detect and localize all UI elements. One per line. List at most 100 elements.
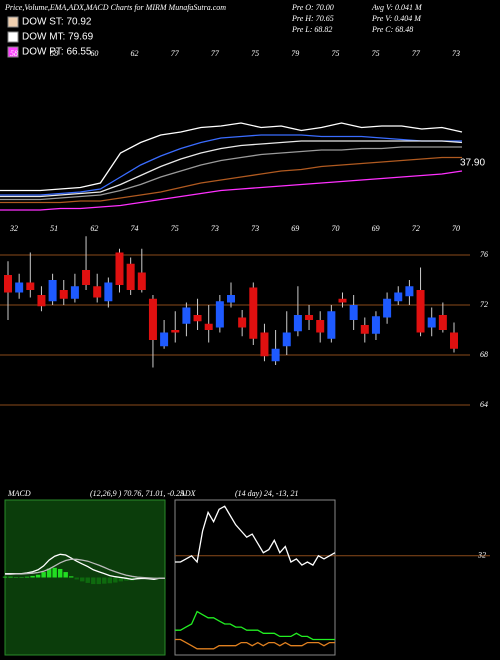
date-label: 69 <box>291 224 299 233</box>
date-label: 62 <box>90 224 98 233</box>
date-label: 32 <box>9 224 18 233</box>
panel-title: MACD <box>7 489 31 498</box>
adx-line <box>175 638 335 650</box>
date-label: 77 <box>171 49 180 58</box>
histogram-bar <box>46 568 52 578</box>
date-label: 79 <box>291 49 299 58</box>
histogram-bar <box>63 572 68 578</box>
candle-body <box>394 292 403 302</box>
candle-body <box>405 286 414 297</box>
date-label: 72 <box>412 224 420 233</box>
line-series <box>0 122 463 192</box>
date-label: 58 <box>50 49 58 58</box>
histogram-bar <box>124 577 129 581</box>
info-text: Pre O: 70.00 <box>291 3 334 12</box>
y-tick-label: 68 <box>480 350 488 359</box>
candle-body <box>15 282 24 293</box>
candle-body <box>438 315 447 330</box>
legend-label: DOW PT: 66.55 <box>22 47 92 58</box>
candle-body <box>37 295 46 307</box>
panel-subtitle: (12,26,9 ) 70.76, 71.01, -0.25 <box>90 489 184 498</box>
panel-title: ADX <box>179 489 197 498</box>
y-tick-label: 76 <box>480 250 488 259</box>
panel-subtitle: (14 day) 24, -13, 21 <box>235 489 299 498</box>
histogram-bar <box>91 577 96 585</box>
candle-body <box>227 295 235 303</box>
info-text: Avg V: 0.041 M <box>371 3 423 12</box>
candle-body <box>305 315 314 320</box>
candle-body <box>316 320 325 333</box>
histogram-bar <box>30 575 35 578</box>
histogram-bar <box>113 577 118 583</box>
candle-body <box>104 282 113 302</box>
date-label: 69 <box>372 224 380 233</box>
panel-background <box>174 499 336 656</box>
price-annotation: 37.90 <box>460 158 485 169</box>
date-label: 70 <box>331 224 339 233</box>
line-series <box>0 134 462 196</box>
candle-body <box>115 252 124 285</box>
date-label: 75 <box>171 224 179 233</box>
histogram-bar <box>102 577 107 584</box>
line-series <box>0 140 463 198</box>
candle-body <box>82 270 91 285</box>
candle-body <box>193 315 202 322</box>
histogram-bar <box>52 567 57 578</box>
candle-body <box>93 286 102 298</box>
candle-body <box>383 298 392 318</box>
adx-line <box>175 610 335 641</box>
candle-body <box>349 305 358 320</box>
candle-body <box>450 332 458 349</box>
candle-body <box>293 315 302 332</box>
y-tick-label: 72 <box>480 300 488 309</box>
page-title: Price,Volume,EMA,ADX,MACD Charts for MIR… <box>4 3 226 12</box>
y-tick-label: 32 <box>477 551 486 560</box>
date-label: 58 <box>10 49 18 58</box>
legend-label: DOW MT: 79.69 <box>22 32 94 43</box>
macd-line <box>5 558 165 579</box>
candle-body <box>171 330 180 333</box>
candle-body <box>126 263 135 290</box>
histogram-bar <box>80 577 85 582</box>
candle-body <box>271 348 280 362</box>
y-tick-label: 64 <box>480 400 488 409</box>
histogram-bar <box>118 577 124 582</box>
candle-body <box>160 332 169 347</box>
info-text: Pre C: 68.48 <box>371 25 413 34</box>
histogram-bar <box>2 576 8 578</box>
date-label: 77 <box>412 49 421 58</box>
date-label: 75 <box>331 49 339 58</box>
legend-swatch <box>7 31 19 43</box>
histogram-bar <box>41 572 46 578</box>
candle-body <box>282 332 291 347</box>
candle-body <box>148 298 157 340</box>
candle-body <box>238 317 247 328</box>
date-label: 73 <box>452 49 460 58</box>
date-label: 74 <box>131 224 139 233</box>
histogram-bar <box>107 577 113 584</box>
candle-body <box>26 282 35 290</box>
candle-body <box>327 311 336 339</box>
date-label: 75 <box>372 49 380 58</box>
candle-body <box>371 316 380 334</box>
line-series <box>0 156 462 204</box>
histogram-bar <box>74 577 79 580</box>
candle-body <box>4 275 12 293</box>
candle-body <box>360 325 369 334</box>
candle-body <box>48 280 57 302</box>
candle-body <box>338 298 347 303</box>
histogram-bar <box>85 577 90 583</box>
date-label: 73 <box>211 224 219 233</box>
candle-body <box>182 307 191 324</box>
line-series <box>0 146 462 201</box>
candle-body <box>260 332 269 357</box>
candle-body <box>427 317 436 328</box>
histogram-bar <box>35 574 41 578</box>
adx-line <box>175 505 336 566</box>
histogram-bar <box>24 576 30 578</box>
date-label: 73 <box>251 224 259 233</box>
candle-body <box>249 287 258 339</box>
candle-body <box>137 272 146 290</box>
